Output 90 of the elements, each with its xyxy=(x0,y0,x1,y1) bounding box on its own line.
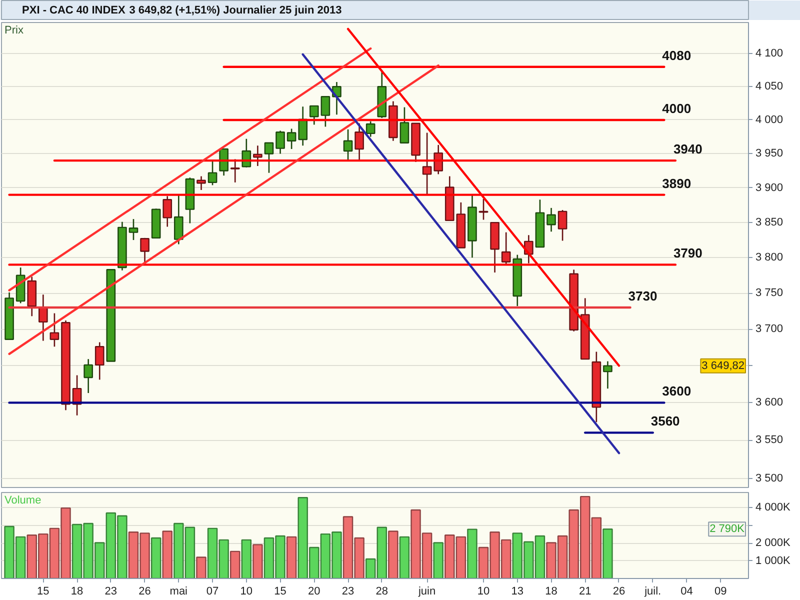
bar xyxy=(388,530,398,578)
x-tick-label: 13 xyxy=(511,586,524,598)
candlestick xyxy=(276,130,285,154)
bar xyxy=(150,537,162,578)
candlestick xyxy=(38,294,48,342)
bar xyxy=(602,528,613,578)
candlestick xyxy=(253,144,262,167)
x-tick-label: 04 xyxy=(680,586,693,598)
bar xyxy=(196,556,206,578)
candlestick xyxy=(343,128,353,162)
candlestick xyxy=(422,132,432,196)
candlestick xyxy=(366,120,376,138)
bar xyxy=(162,530,172,578)
y-tick-label: 3 900 xyxy=(756,182,784,194)
x-tick-label: 21 xyxy=(579,586,592,598)
candlestick xyxy=(264,142,274,174)
candlestick xyxy=(219,148,228,176)
x-tick-label: mai xyxy=(170,586,188,598)
y-axis-title: Prix xyxy=(4,24,24,36)
x-tick-label: 20 xyxy=(308,586,320,598)
x-tick-label: juin xyxy=(417,586,436,598)
candlestick xyxy=(84,358,93,394)
annotation: 2 790K xyxy=(710,523,746,536)
x-tick-label: 07 xyxy=(206,586,219,598)
candlestick xyxy=(230,158,240,184)
x-tick-label: 28 xyxy=(376,586,388,598)
y-tick-label: 3 800 xyxy=(756,252,784,264)
y-tick-label: 2 000K xyxy=(756,537,792,550)
x-tick-label: 23 xyxy=(342,586,354,598)
y-tick-label: 1 000K xyxy=(756,554,792,567)
bar xyxy=(467,528,478,578)
annotation: 3 649,82 xyxy=(702,360,745,372)
candlestick xyxy=(128,218,138,241)
x-tick-label: 23 xyxy=(104,586,118,598)
candlestick xyxy=(603,360,612,390)
candlestick xyxy=(94,342,104,380)
x-tick-label: 15 xyxy=(37,586,50,598)
y-tick-label: 3 750 xyxy=(756,287,784,300)
series-label: 3790 xyxy=(673,246,702,261)
y-tick-label: 3 500 xyxy=(756,472,784,484)
y-tick-label: 3 700 xyxy=(756,323,784,336)
x-tick-label: 26 xyxy=(612,586,626,598)
series-label: 3600 xyxy=(662,384,692,399)
series-label: 3890 xyxy=(662,176,692,191)
candlestick xyxy=(400,106,410,144)
y-tick-label: 3 950 xyxy=(756,148,784,160)
series-label: 4080 xyxy=(662,48,692,63)
candlestick xyxy=(162,196,172,228)
candlestick xyxy=(558,209,568,242)
x-tick-label: 15 xyxy=(274,586,286,598)
series-label: 3940 xyxy=(673,142,702,157)
x-tick-label: 10 xyxy=(477,586,490,598)
bar xyxy=(433,542,444,578)
chart-subtitle: 3 649,82 (+1,51%) Journalier 25 juin 2013 xyxy=(129,4,342,16)
candlestick xyxy=(196,176,206,191)
candlestick xyxy=(309,105,319,126)
bar xyxy=(252,544,263,578)
candlestick xyxy=(50,312,60,348)
series-label: 4000 xyxy=(662,100,692,116)
y-tick-label: 4 000K xyxy=(756,502,792,514)
y-tick-label: 3 600 xyxy=(756,396,784,409)
bar xyxy=(230,550,240,578)
candlestick xyxy=(354,122,364,162)
candlestick xyxy=(298,106,308,146)
y-tick-label: 4 000 xyxy=(756,114,784,126)
chart-title: PXI - CAC 40 INDEX xyxy=(22,4,126,16)
x-tick-label: 09 xyxy=(714,586,727,598)
x-tick-label: 10 xyxy=(240,586,253,598)
candlestick xyxy=(434,144,444,175)
candlestick xyxy=(286,128,296,150)
series-label: 3730 xyxy=(628,288,658,304)
x-tick-label: 18 xyxy=(70,586,84,598)
y-tick-label: 4 050 xyxy=(756,80,784,93)
candlestick xyxy=(208,160,218,186)
candlestick xyxy=(174,194,184,245)
candlestick xyxy=(242,138,252,168)
y-axis-title: Volume xyxy=(4,494,42,506)
x-tick-label: 18 xyxy=(545,586,558,598)
y-tick-label: 3 850 xyxy=(756,216,784,229)
y-tick-label: 4 100 xyxy=(756,48,784,60)
x-tick-label: 26 xyxy=(138,586,151,598)
candlestick xyxy=(546,207,556,232)
bar xyxy=(286,536,297,578)
candlestick xyxy=(501,232,511,266)
bar xyxy=(241,539,252,578)
bar xyxy=(399,536,410,578)
series-label: 3560 xyxy=(650,414,680,429)
y-tick-label: 3 550 xyxy=(756,434,784,446)
candlestick xyxy=(320,96,330,128)
x-tick-label: juil. xyxy=(644,586,662,598)
